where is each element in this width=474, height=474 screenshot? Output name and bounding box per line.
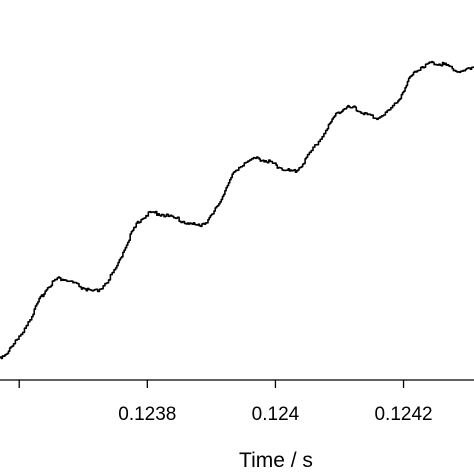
x-tick-label: 0.124 xyxy=(252,404,300,425)
x-axis-ticks: 0.1238 0.124 0.1242 xyxy=(18,380,433,425)
line-layer xyxy=(0,60,474,360)
x-axis-label: Time / s xyxy=(239,449,313,472)
x-tick-label: 0.1238 xyxy=(118,404,176,425)
series-line xyxy=(0,60,474,360)
x-tick-label: 0.1242 xyxy=(374,404,432,425)
